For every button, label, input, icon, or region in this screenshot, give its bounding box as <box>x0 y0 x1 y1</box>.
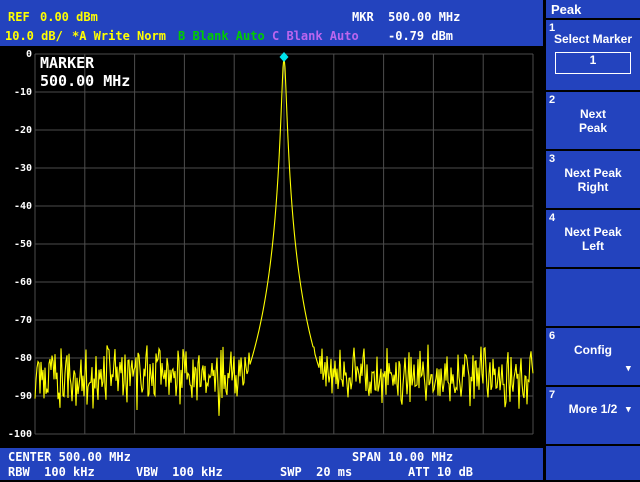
softkey-label: Peak <box>578 121 608 135</box>
softkey-label: More 1/2 <box>568 402 618 416</box>
softkey-number: 6 <box>549 330 556 342</box>
y-tick-2: -20 <box>13 125 32 136</box>
scale-per-div: 10.0 dB/ <box>5 29 63 43</box>
y-tick-3: -30 <box>13 163 32 174</box>
vbw-readout: VBW 100 kHz <box>136 465 223 479</box>
marker-amplitude-readout: -0.79 dBm <box>388 29 454 43</box>
sweep-time-readout: SWP 20 ms <box>280 465 353 479</box>
ref-level-value: 0.00 dBm <box>40 10 98 24</box>
trace-a-status: *A Write Norm <box>72 29 166 43</box>
softkey-number: 1 <box>549 22 556 34</box>
softkey-next-peak[interactable]: 2 Next Peak <box>546 90 640 149</box>
trace-b-status: B Blank Auto <box>178 29 265 43</box>
softkey-label: Next <box>579 107 606 121</box>
softkey-more[interactable]: 7 More 1/2 ▼ <box>546 385 640 444</box>
y-tick-4: -40 <box>13 201 32 212</box>
softkey-config[interactable]: 6 Config ▼ <box>546 326 640 385</box>
dropdown-arrow-icon: ▼ <box>625 405 631 415</box>
trace-c-status: C Blank Auto <box>272 29 359 43</box>
softkey-label: Config <box>574 343 612 357</box>
rbw-readout: RBW 100 kHz <box>8 465 95 479</box>
attenuation-readout: ATT 10 dB <box>408 465 474 479</box>
softkey-number: 3 <box>549 153 556 165</box>
softkey-number: 7 <box>549 389 556 401</box>
selected-marker-box[interactable]: 1 <box>555 52 631 74</box>
softkey-next-peak-left[interactable]: 4 Next Peak Left <box>546 208 640 267</box>
y-tick-1: -10 <box>13 87 32 98</box>
softkey-label: Next Peak <box>564 166 622 180</box>
marker-annotation-freq: 500.00 MHz <box>40 72 131 90</box>
y-tick-6: -60 <box>13 277 32 288</box>
spectrum-display <box>34 52 534 435</box>
softkey-select-marker[interactable]: 1 Select Marker 1 <box>546 18 640 90</box>
marker-freq-readout: MKR 500.00 MHz <box>352 10 461 24</box>
softkey-next-peak-right[interactable]: 3 Next Peak Right <box>546 149 640 208</box>
ref-level-label: REF <box>8 10 30 24</box>
center-freq-readout: CENTER 500.00 MHz <box>8 450 131 464</box>
softkey-panel: Peak 1 Select Marker 1 2 Next Peak 3 Nex… <box>543 0 640 480</box>
marker-annotation: MARKER 500.00 MHz <box>40 54 130 90</box>
y-tick-8: -80 <box>13 353 32 364</box>
softkey-number: 4 <box>549 212 556 224</box>
softkey-label: Next Peak <box>564 225 622 239</box>
plot-area: 0 -10 -20 -30 -40 -50 -60 -70 -80 -90 -1… <box>0 46 543 448</box>
softkey-label: Right <box>577 180 609 194</box>
y-tick-10: -100 <box>7 429 32 440</box>
softkey-number: 2 <box>549 94 556 106</box>
span-readout: SPAN 10.00 MHz <box>352 450 454 464</box>
panel-filler <box>546 444 640 482</box>
y-tick-5: -50 <box>13 239 32 250</box>
y-tick-0: 0 <box>25 49 32 60</box>
softkey-label: Left <box>582 239 604 253</box>
marker-annotation-label: MARKER <box>40 54 95 72</box>
y-tick-7: -70 <box>13 315 32 326</box>
dropdown-arrow-icon: ▼ <box>625 364 631 374</box>
softkey-menu-title: Peak <box>551 2 582 17</box>
y-tick-9: -90 <box>13 391 32 402</box>
softkey-label: Select Marker <box>553 32 633 46</box>
footer-readouts: CENTER 500.00 MHz SPAN 10.00 MHz RBW 100… <box>0 448 543 480</box>
header-readouts: REF 0.00 dBm MKR 500.00 MHz 10.0 dB/ *A … <box>0 0 543 46</box>
softkey-blank <box>546 267 640 326</box>
